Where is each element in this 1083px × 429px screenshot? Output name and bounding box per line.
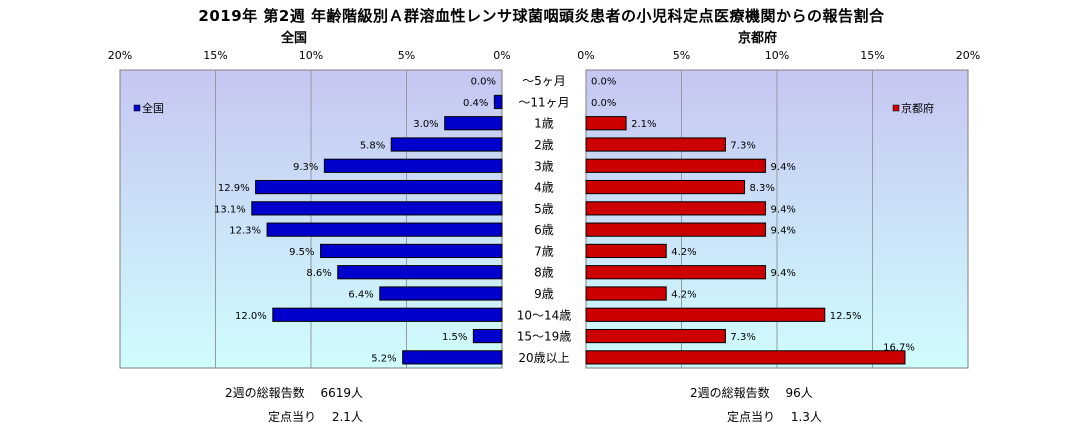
national-data-label: 12.9% bbox=[218, 183, 250, 194]
national-data-label: 8.6% bbox=[306, 268, 331, 279]
national-bar bbox=[379, 286, 503, 301]
kyoto-bar bbox=[585, 307, 826, 322]
kyoto-data-label: 9.4% bbox=[771, 226, 796, 237]
kyoto-data-label: 12.5% bbox=[830, 311, 862, 322]
national-data-label: 3.0% bbox=[413, 119, 438, 130]
kyoto-bar bbox=[585, 265, 767, 280]
kyoto-bar bbox=[585, 243, 667, 259]
national-data-label: 1.5% bbox=[442, 332, 467, 343]
kyoto-tick-label: 20% bbox=[956, 49, 980, 62]
kyoto-total-reports: 2週の総報告数 96人 bbox=[690, 386, 813, 400]
national-bar bbox=[255, 179, 503, 195]
kyoto-data-label: 8.3% bbox=[750, 183, 775, 194]
national-data-label: 9.3% bbox=[293, 162, 318, 173]
chart-title: 2019年 第2週 年齢階級別Ａ群溶血性レンサ球菌咽頭炎患者の小児科定点医療機関… bbox=[198, 7, 885, 25]
kyoto-data-label: 7.3% bbox=[730, 332, 755, 343]
national-per-site: 定点当り 2.1人 bbox=[268, 410, 363, 424]
age-category-label: 4歳 bbox=[534, 181, 554, 195]
national-tick-label: 5% bbox=[398, 49, 415, 62]
national-tick-label: 0% bbox=[493, 49, 510, 62]
age-category-label: 20歳以上 bbox=[518, 351, 569, 365]
national-data-label: 13.1% bbox=[214, 204, 246, 215]
age-category-label: 8歳 bbox=[534, 266, 554, 280]
national-data-label: 5.8% bbox=[360, 141, 385, 152]
age-category-label: 5歳 bbox=[534, 202, 554, 216]
kyoto-data-label: 9.4% bbox=[771, 268, 796, 279]
kyoto-tick-label: 5% bbox=[673, 49, 690, 62]
national-bar bbox=[402, 350, 503, 365]
age-category-label: 1歳 bbox=[534, 117, 554, 131]
age-category-label: 3歳 bbox=[534, 159, 554, 173]
national-data-label: 0.4% bbox=[463, 98, 488, 109]
national-data-label: 12.0% bbox=[235, 311, 267, 322]
kyoto-bar bbox=[585, 116, 627, 131]
national-data-label: 0.0% bbox=[471, 77, 496, 88]
kyoto-data-label: 0.0% bbox=[591, 98, 616, 109]
national-bar bbox=[493, 94, 503, 110]
kyoto-bar bbox=[585, 158, 767, 173]
kyoto-data-label: 7.3% bbox=[730, 141, 755, 152]
kyoto-panel-title: 京都府 bbox=[738, 31, 778, 46]
national-legend-swatch bbox=[133, 104, 141, 112]
kyoto-bar bbox=[585, 350, 906, 365]
national-bar bbox=[472, 328, 503, 344]
age-category-label: ～11ヶ月 bbox=[518, 95, 569, 109]
national-tick-label: 10% bbox=[299, 49, 323, 62]
kyoto-legend-swatch bbox=[892, 104, 900, 112]
kyoto-data-label: 9.4% bbox=[771, 162, 796, 173]
age-category-label: ～5ヶ月 bbox=[522, 74, 566, 88]
national-panel-title: 全国 bbox=[281, 31, 308, 46]
national-data-label: 9.5% bbox=[289, 247, 314, 258]
national-bar bbox=[251, 201, 503, 216]
national-bar bbox=[323, 158, 503, 173]
kyoto-bar bbox=[585, 201, 767, 216]
national-legend-label: 全国 bbox=[142, 101, 164, 115]
kyoto-data-label: 16.7% bbox=[883, 342, 915, 353]
kyoto-data-label: 2.1% bbox=[631, 119, 656, 130]
national-data-label: 12.3% bbox=[229, 226, 261, 237]
age-category-label: 2歳 bbox=[534, 138, 554, 152]
kyoto-bar bbox=[585, 179, 746, 195]
kyoto-tick-label: 0% bbox=[577, 49, 594, 62]
kyoto-bar bbox=[585, 222, 767, 237]
national-bar bbox=[390, 137, 503, 152]
national-total-reports: 2週の総報告数 6619人 bbox=[225, 386, 363, 400]
age-category-label: 6歳 bbox=[534, 223, 554, 237]
kyoto-tick-label: 15% bbox=[860, 49, 884, 62]
national-bar bbox=[320, 243, 503, 259]
national-bar bbox=[272, 307, 503, 322]
kyoto-data-label: 9.4% bbox=[771, 204, 796, 215]
age-category-label: 7歳 bbox=[534, 244, 554, 258]
kyoto-legend-label: 京都府 bbox=[901, 101, 934, 115]
kyoto-per-site: 定点当り 1.3人 bbox=[727, 410, 822, 424]
kyoto-data-label: 4.2% bbox=[671, 290, 696, 301]
national-bar bbox=[444, 116, 503, 131]
national-data-label: 5.2% bbox=[371, 353, 396, 364]
age-category-label: 10～14歳 bbox=[517, 308, 572, 322]
kyoto-data-label: 0.0% bbox=[591, 77, 616, 88]
national-bar bbox=[266, 222, 503, 237]
kyoto-tick-label: 10% bbox=[765, 49, 789, 62]
kyoto-bar bbox=[585, 286, 667, 301]
age-category-label: 15～19歳 bbox=[517, 330, 572, 344]
national-data-label: 6.4% bbox=[348, 290, 373, 301]
kyoto-bar bbox=[585, 328, 726, 344]
kyoto-data-label: 4.2% bbox=[671, 247, 696, 258]
national-bar bbox=[337, 265, 503, 280]
national-tick-label: 20% bbox=[108, 49, 132, 62]
national-tick-label: 15% bbox=[203, 49, 227, 62]
kyoto-bar bbox=[585, 137, 726, 152]
age-category-label: 9歳 bbox=[534, 287, 554, 301]
